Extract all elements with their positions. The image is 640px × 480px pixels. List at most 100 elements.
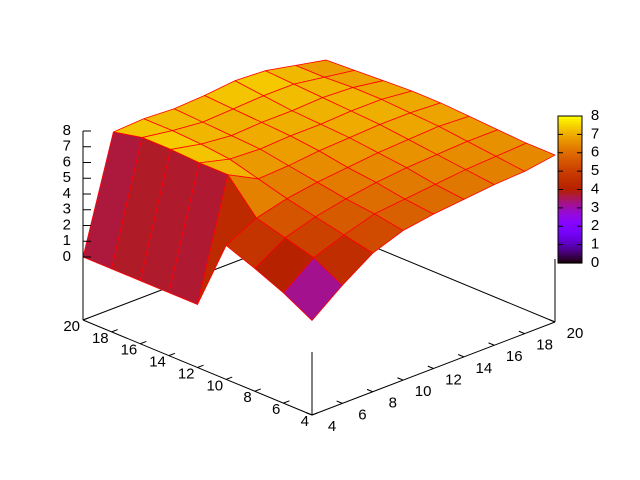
x-tick-label: 14 <box>476 360 493 377</box>
x-tick-label: 4 <box>328 418 336 435</box>
cb-tick-label: 5 <box>591 162 599 179</box>
colorbox-band <box>558 157 582 161</box>
colorbox-band <box>558 226 582 230</box>
colorbox-band <box>558 216 582 220</box>
cb-tick-label: 4 <box>591 180 599 197</box>
colorbox-band <box>558 138 582 142</box>
x-tick <box>306 412 313 416</box>
z-tick-label: 1 <box>63 232 71 249</box>
colorbox-band <box>558 169 582 173</box>
colorbox-band <box>558 221 582 225</box>
colorbox-band <box>558 155 582 159</box>
colorbox-band <box>558 250 582 254</box>
colorbox-band <box>558 160 582 164</box>
colorbox-band <box>558 201 582 205</box>
z-tick-label: 3 <box>63 201 71 218</box>
colorbox-band <box>558 211 582 215</box>
colorbox-band <box>558 240 582 244</box>
y-tick-label: 10 <box>206 377 223 394</box>
colorbox-band <box>558 184 582 188</box>
colorbox-band <box>558 228 582 232</box>
colorbox-band <box>558 179 582 183</box>
colorbox-band <box>558 196 582 200</box>
y-tick-label: 4 <box>301 413 309 430</box>
colorbox-band <box>558 130 582 134</box>
z-tick-label: 0 <box>63 248 71 265</box>
colorbox-band <box>558 191 582 195</box>
surface-cell <box>282 257 343 321</box>
x-tick-label: 20 <box>567 325 584 342</box>
colorbox-band <box>558 199 582 203</box>
colorbox-band <box>558 128 582 132</box>
y-tick <box>225 376 233 380</box>
x-tick <box>457 354 465 358</box>
z-tick-label: 7 <box>63 138 71 155</box>
y-tick-label: 16 <box>121 342 138 359</box>
x-tick <box>549 319 556 323</box>
cb-tick-label: 7 <box>591 125 599 142</box>
x-tick-label: 10 <box>415 383 432 400</box>
colorbox-band <box>558 223 582 227</box>
colorbox-band <box>558 135 582 139</box>
colorbox-band <box>558 248 582 252</box>
colorbox-band <box>558 116 582 120</box>
x-tick <box>488 342 495 346</box>
colorbox-band <box>558 140 582 144</box>
y-tick-label: 18 <box>92 330 109 347</box>
x-tick <box>518 330 525 335</box>
colorbox-band <box>558 150 582 154</box>
z-tick-label: 8 <box>63 122 71 139</box>
colorbox-band <box>558 182 582 186</box>
x-tick <box>366 388 373 393</box>
colorbox-band <box>558 118 582 122</box>
colorbox-band <box>558 165 582 169</box>
cb-tick-label: 8 <box>591 107 599 124</box>
colorbox-band <box>558 152 582 156</box>
y-tick <box>82 317 90 321</box>
colorbox-band <box>558 209 582 213</box>
colorbox-band <box>558 231 582 235</box>
colorbox-band <box>558 206 582 210</box>
x-tick-label: 16 <box>506 348 523 365</box>
cb-tick-label: 3 <box>591 199 599 216</box>
z-tick-label: 5 <box>63 169 71 186</box>
z-tick-label: 4 <box>63 185 71 202</box>
colorbox-band <box>558 145 582 149</box>
y-tick-label: 6 <box>272 401 280 418</box>
colorbox-band <box>558 187 582 191</box>
cb-tick-label: 2 <box>591 217 599 234</box>
y-tick <box>311 412 319 416</box>
x-tick <box>397 377 404 381</box>
x-tick-label: 18 <box>536 337 553 354</box>
colorbox-band <box>558 260 582 264</box>
colorbox-band <box>558 167 582 171</box>
y-tick <box>111 329 118 333</box>
colorbox-band <box>558 243 582 247</box>
x-tick <box>336 400 343 404</box>
colorbox-band <box>558 177 582 181</box>
z-tick-label: 6 <box>63 153 71 170</box>
y-tick <box>197 364 204 368</box>
colorbox-band <box>558 236 582 240</box>
x-tick <box>427 365 434 369</box>
y-tick <box>283 400 290 404</box>
y-tick <box>140 340 147 345</box>
colorbox-band <box>558 245 582 249</box>
y-tick <box>254 388 262 392</box>
y-tick-label: 12 <box>178 365 195 382</box>
colorbox-band <box>558 233 582 237</box>
x-tick-label: 12 <box>445 371 462 388</box>
cb-tick-label: 6 <box>591 144 599 161</box>
x-tick-label: 8 <box>389 395 397 412</box>
colorbox-band <box>558 218 582 222</box>
x-tick-label: 6 <box>358 406 366 423</box>
colorbox-band <box>558 255 582 259</box>
colorbox-band <box>558 120 582 124</box>
colorbox-band <box>558 238 582 242</box>
colorbox-band <box>558 123 582 127</box>
colorbox-band <box>558 125 582 129</box>
y-tick-label: 8 <box>243 389 251 406</box>
colorbox-band <box>558 174 582 178</box>
colorbox-band <box>558 189 582 193</box>
